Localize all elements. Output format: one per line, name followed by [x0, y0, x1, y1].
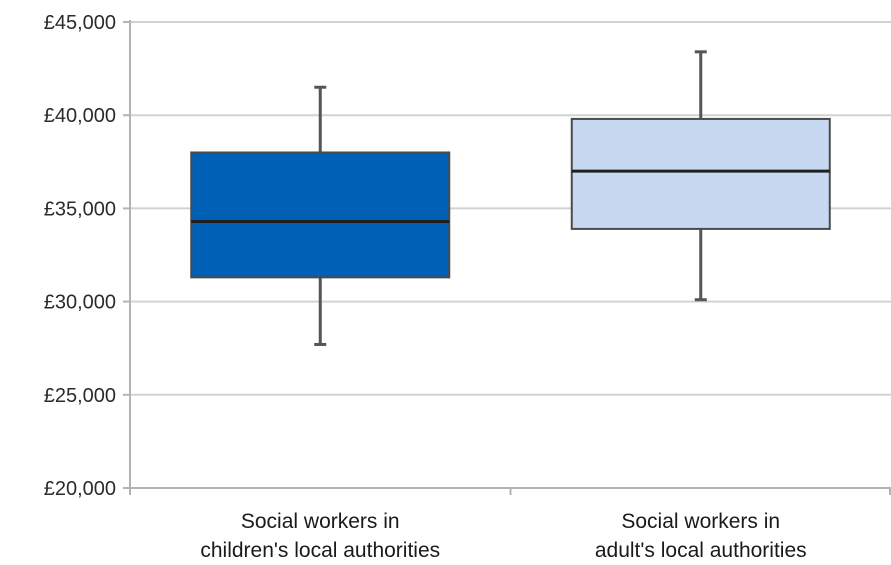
category-label: Social workers in adult's local authoriti… — [595, 510, 807, 562]
box-2 — [570, 50, 831, 302]
x-axis-category-labels: Social workers in children's local author… — [200, 510, 806, 562]
y-tick-label: £45,000 — [44, 12, 116, 34]
y-tick-label: £30,000 — [44, 292, 116, 314]
y-tick-label: £20,000 — [44, 478, 116, 500]
category-label-line: Social workers in — [621, 510, 780, 533]
category-label-line: Social workers in — [241, 510, 400, 533]
interquartile-box — [570, 117, 831, 230]
y-tick-label: £25,000 — [44, 385, 116, 407]
box-1 — [190, 85, 451, 346]
axes — [123, 20, 891, 495]
category-label-line: adult's local authorities — [595, 539, 807, 562]
boxes — [190, 50, 831, 346]
interquartile-box — [190, 151, 451, 279]
category-label-line: children's local authorities — [200, 539, 440, 562]
y-tick-label: £35,000 — [44, 198, 116, 220]
y-axis-tick-labels: £20,000 £25,000 £30,000 £35,000 £40,000 £45,0… — [44, 12, 116, 500]
category-label: Social workers in children's local author… — [200, 510, 440, 562]
y-tick-label: £40,000 — [44, 105, 116, 127]
